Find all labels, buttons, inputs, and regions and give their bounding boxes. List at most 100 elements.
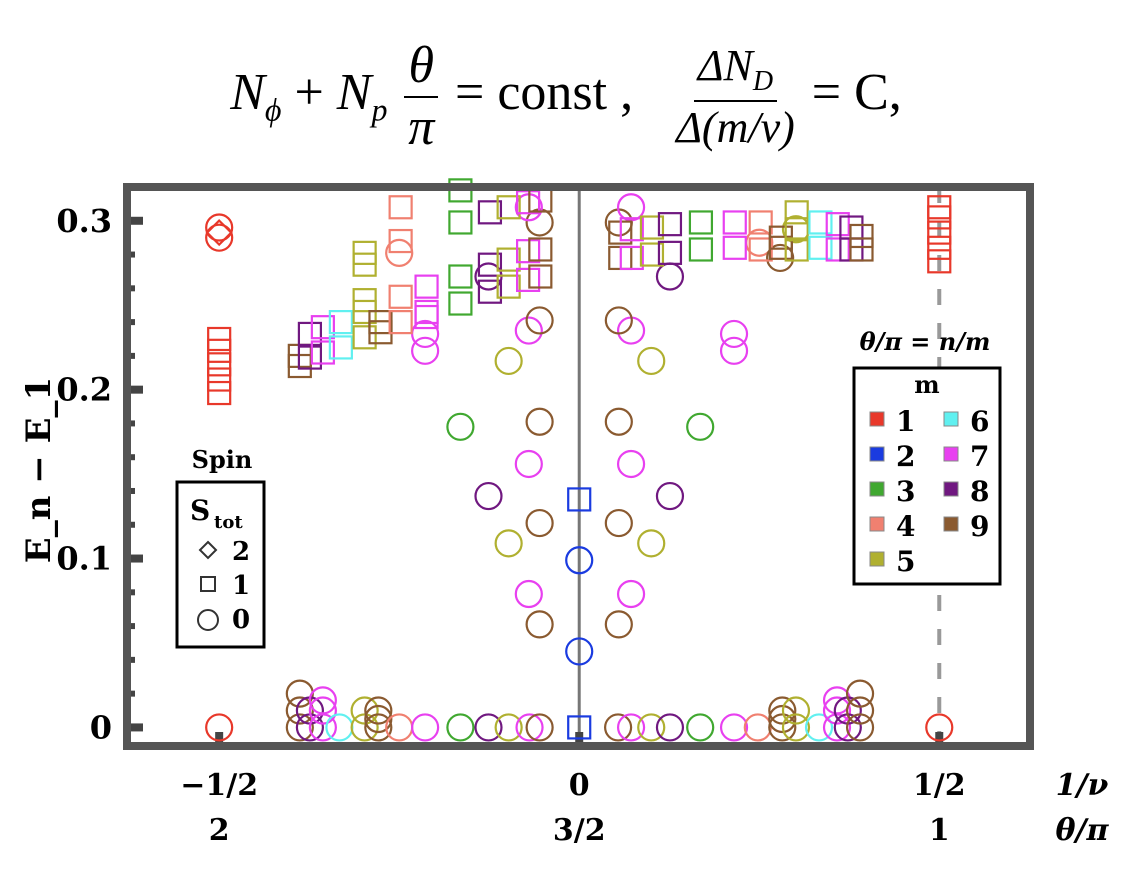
data-point-square	[688, 237, 714, 262]
formula-n-p: N	[336, 63, 372, 121]
data-point-circle	[845, 679, 875, 708]
data-point-circle	[364, 704, 393, 734]
data-point-circle	[925, 713, 954, 742]
y-tick-label: 0.3	[56, 202, 112, 240]
x-tick-label-inverse-nu: 1/2	[913, 768, 966, 803]
data-point-square	[768, 235, 793, 260]
data-point-circle	[768, 704, 797, 734]
data-point-square	[352, 325, 377, 350]
data-point-square	[352, 252, 377, 277]
data-point-circle	[845, 713, 875, 742]
data-point-square	[639, 215, 665, 240]
data-point-circle	[822, 696, 852, 725]
data-point-square	[722, 235, 747, 260]
m-legend-swatch	[869, 551, 885, 567]
data-point-circle	[743, 713, 772, 742]
data-point-square	[496, 247, 521, 272]
data-point-circle	[350, 713, 379, 742]
data-point-circle	[514, 449, 543, 479]
data-point-circle	[604, 407, 633, 436]
formula-fraction-delta: ΔND Δ(m/ν)	[676, 44, 795, 150]
data-point-square	[388, 284, 413, 309]
data-point-circle	[364, 696, 393, 725]
data-point-square	[515, 190, 541, 215]
data-point-square	[448, 291, 473, 316]
m-legend-label: 9	[970, 510, 989, 543]
diamond-icon	[198, 540, 218, 560]
data-point-circle	[285, 713, 314, 742]
data-point-circle	[845, 696, 875, 725]
y-tick-label: 0.2	[56, 371, 112, 409]
m-legend-swatch	[943, 516, 959, 532]
y-axis-label: E_n − E_1	[19, 377, 59, 563]
y-tick-label: 0	[90, 708, 112, 746]
plot-frame	[123, 183, 1034, 750]
data-point-square	[448, 210, 473, 235]
data-point-circle	[616, 579, 646, 609]
x-tick-label-theta-pi: 3/2	[553, 813, 606, 848]
data-point-square	[477, 252, 503, 277]
circle-icon	[197, 609, 219, 631]
data-point-square	[207, 367, 232, 392]
m-legend-swatch	[869, 446, 885, 462]
data-point-square	[515, 267, 541, 292]
m-legend-caption: θ/π = n/m	[860, 327, 991, 356]
data-point-square	[310, 315, 335, 340]
data-point-circle	[565, 637, 594, 666]
data-point-square	[528, 264, 553, 289]
data-point-square	[328, 335, 353, 360]
data-point-circle	[525, 407, 554, 436]
data-point-circle	[655, 481, 685, 511]
numerator: ΔND	[693, 44, 778, 102]
numerator: θ	[404, 40, 439, 98]
data-point-circle	[604, 508, 633, 538]
data-point-circle	[686, 412, 715, 441]
m-legend-swatch	[943, 481, 959, 497]
data-point-circle	[804, 713, 834, 742]
data-point-circle	[205, 713, 234, 742]
formula-sub: ϕ	[264, 91, 282, 128]
m-legend-label: 7	[970, 440, 989, 473]
m-legend-label: 8	[970, 475, 989, 508]
data-point-square	[207, 380, 232, 406]
data-point-square	[639, 242, 665, 267]
data-point-square	[927, 235, 952, 260]
data-point-circle	[655, 713, 685, 742]
data-point-square	[808, 235, 833, 260]
data-point-square	[297, 321, 323, 347]
m-legend-label: 5	[896, 545, 915, 578]
data-point-square	[310, 340, 335, 365]
data-point-circle	[604, 610, 633, 639]
data-point-square	[927, 220, 952, 245]
x-tick	[935, 732, 944, 746]
data-point-square	[477, 200, 503, 225]
data-point-circle	[514, 316, 543, 345]
spin-legend-box	[175, 480, 266, 649]
data-point-circle	[565, 546, 594, 575]
data-point-circle	[515, 713, 544, 742]
x-axis-label-inverse-nu: 1/ν	[1056, 768, 1109, 803]
y-tick	[127, 554, 143, 563]
spin-legend-caption: Spin	[192, 445, 253, 474]
data-point-circle	[604, 306, 633, 335]
data-point-square	[388, 195, 413, 220]
x-tick-label-theta-pi: 2	[209, 813, 230, 848]
data-point-square	[388, 310, 413, 335]
x-axis-label-theta-pi: θ/π	[1056, 813, 1110, 848]
data-point-square	[567, 715, 592, 740]
data-point-square	[388, 228, 413, 254]
data-point-circle	[768, 713, 797, 742]
m-legend-swatch	[869, 516, 885, 532]
data-point-square	[849, 237, 874, 262]
data-point-circle	[719, 713, 749, 742]
m-legend-title: m	[914, 370, 939, 399]
data-point-square	[657, 212, 683, 237]
data-point-circle	[494, 529, 523, 558]
formula-n-phi: N	[230, 63, 265, 121]
data-point-square	[297, 345, 323, 370]
data-point-square	[496, 274, 521, 299]
data-point-square	[748, 210, 773, 235]
square-icon	[200, 576, 216, 592]
data-point-square	[825, 212, 850, 237]
